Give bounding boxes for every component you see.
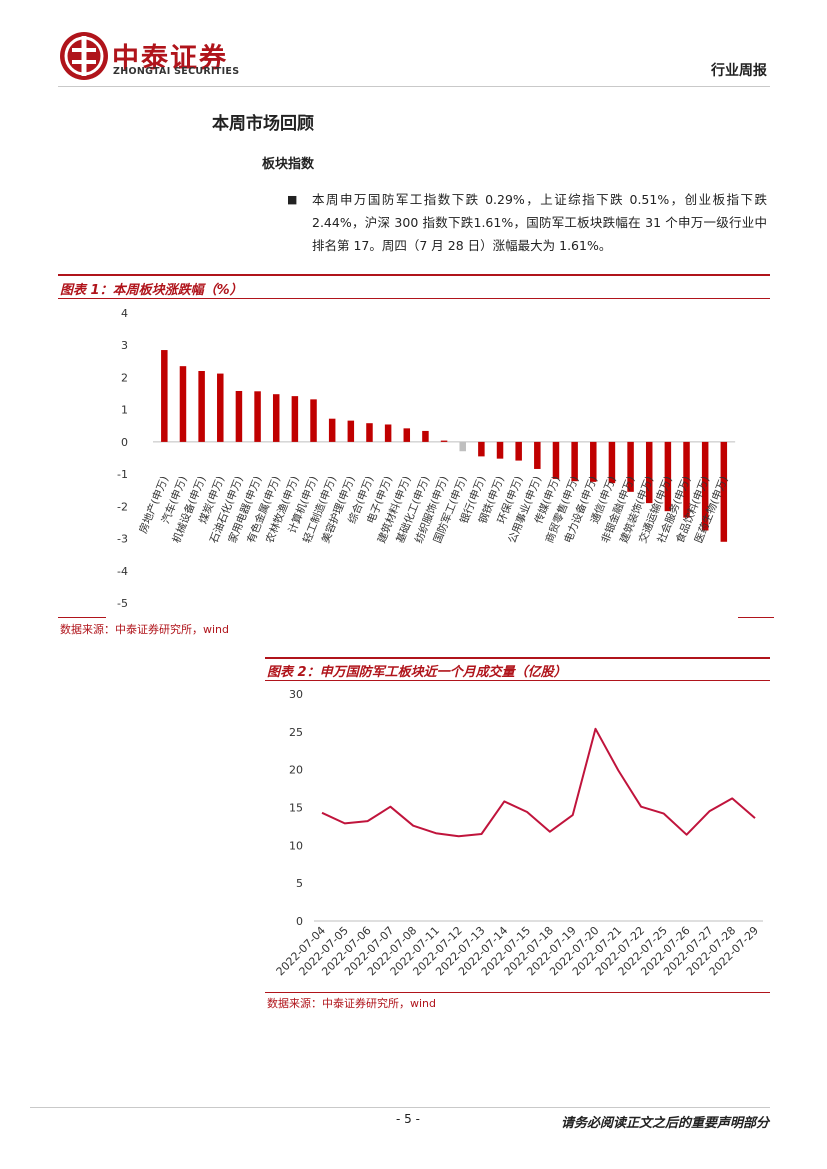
- bar: [478, 441, 485, 457]
- y-tick-label: -3: [117, 533, 128, 546]
- bar: [571, 441, 578, 482]
- header-divider: [58, 86, 770, 87]
- bar: [627, 441, 634, 492]
- bar: [701, 441, 709, 531]
- y-tick-label: 0: [296, 915, 303, 928]
- bar: [366, 423, 373, 442]
- company-logo: [60, 32, 108, 80]
- bar: [720, 441, 728, 542]
- figure1-top-rule: [58, 274, 770, 276]
- bar: [664, 441, 672, 512]
- y-tick-label: 15: [289, 802, 303, 815]
- y-tick-label: 4: [121, 307, 128, 320]
- y-tick-label: -4: [117, 565, 128, 578]
- section-title: 本周市场回顾: [212, 114, 314, 134]
- figure2-caption: 图表 2：申万国防军工板块近一个月成交量（亿股）: [267, 665, 567, 680]
- y-tick-label: 25: [289, 726, 303, 739]
- bar: [534, 441, 541, 469]
- y-tick-label: -1: [117, 468, 128, 481]
- bullet-square-icon: ■: [287, 193, 298, 206]
- figure1-caption-rule: [58, 298, 770, 299]
- bar: [198, 371, 205, 442]
- figure1-bottom-rule-right: [738, 617, 774, 618]
- summary-paragraph: 本周申万国防军工指数下跌 0.29%，上证综指下跌 0.51%，创业板指下跌2.…: [312, 192, 767, 253]
- page-number: - 5 -: [396, 1112, 420, 1126]
- company-name-cn: 中泰证券: [112, 43, 228, 74]
- subsection-title: 板块指数: [262, 157, 315, 172]
- footer-divider: [30, 1107, 770, 1108]
- bar: [347, 420, 355, 442]
- document-type: 行业周报: [711, 63, 767, 79]
- y-tick-label: 10: [289, 839, 303, 852]
- bar: [310, 399, 317, 442]
- figure1-caption: 图表 1：本周板块涨跌幅（%）: [60, 283, 243, 298]
- y-tick-label: -5: [117, 597, 128, 610]
- trading-volume-line-chart: 0510152025302022-07-042022-07-052022-07-…: [274, 688, 763, 978]
- bar: [217, 373, 224, 442]
- figure2-caption-rule: [265, 680, 770, 681]
- bar: [272, 394, 280, 442]
- figure1-source: 数据来源：中泰证券研究所，wind: [60, 623, 230, 636]
- bar: [235, 390, 243, 442]
- bar: [608, 441, 616, 484]
- bar: [459, 441, 466, 452]
- figure2-top-rule: [265, 657, 770, 659]
- y-tick-label: 30: [289, 688, 303, 701]
- sector-change-bar-chart: 43210-1-2-3-4-5房地产(申万)汽车(申万)机械设备(申万)煤炭(申…: [117, 307, 736, 610]
- bar: [496, 441, 504, 459]
- y-tick-label: 0: [121, 436, 128, 449]
- bar: [384, 424, 392, 442]
- bar: [590, 441, 597, 482]
- y-tick-label: 2: [121, 371, 128, 384]
- figure1-bottom-rule-left: [58, 617, 106, 618]
- bar: [422, 430, 429, 442]
- bar: [683, 441, 690, 518]
- bar: [515, 441, 522, 461]
- bar: [179, 366, 187, 442]
- y-tick-label: 20: [289, 764, 303, 777]
- y-tick-label: -2: [117, 500, 128, 513]
- bar: [254, 391, 261, 442]
- bar: [403, 428, 411, 442]
- bar: [440, 440, 448, 442]
- bar: [328, 418, 336, 442]
- bar: [291, 396, 299, 442]
- figure2-bottom-rule: [265, 992, 770, 993]
- bar: [645, 441, 653, 504]
- company-name-en: ZHONGTAI SECURITIES: [113, 66, 240, 77]
- series-line: [321, 727, 756, 838]
- figure2-source: 数据来源：中泰证券研究所，wind: [267, 997, 437, 1010]
- bar: [552, 441, 560, 479]
- y-tick-label: 1: [121, 404, 128, 417]
- bar: [161, 350, 168, 442]
- y-tick-label: 5: [296, 877, 303, 890]
- disclaimer-note: 请务必阅读正文之后的重要声明部分: [560, 1116, 769, 1131]
- y-tick-label: 3: [121, 339, 128, 352]
